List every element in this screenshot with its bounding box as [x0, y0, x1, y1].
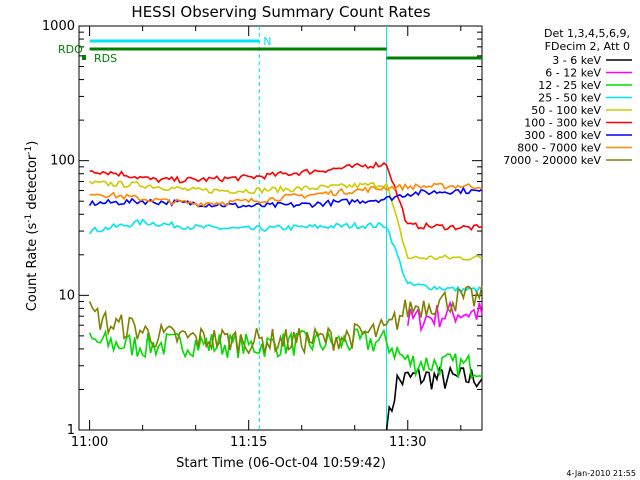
flag-marker [82, 55, 86, 60]
y-axis-label-main: Count Rate (s [25, 223, 40, 312]
series-line-8 [88, 285, 483, 356]
legend-entry-label: 7000 - 20000 keV [503, 154, 601, 167]
flag-label-n: N [263, 35, 271, 48]
y-tick-label: 1 [67, 423, 75, 438]
legend-entry-label: 25 - 50 keV [538, 92, 601, 105]
flag-label-rds: RDS [94, 52, 117, 65]
series-line-4 [89, 180, 483, 261]
legend-header: FDecim 2, Att 0 [545, 40, 630, 53]
series-line-3 [88, 218, 483, 294]
x-tick-label: 11:30 [389, 435, 426, 450]
x-axis-label: Start Time (06-Oct-04 10:59:42) [176, 456, 386, 471]
legend-entry-label: 3 - 6 keV [552, 54, 601, 67]
series-line-2 [88, 328, 483, 380]
y-axis-label-sup1: -1 [24, 214, 34, 223]
series-line-0 [385, 365, 483, 431]
y-axis-label: Count Rate (s-1 detector-1) [24, 141, 40, 312]
legend-entry-label: 12 - 25 keV [538, 79, 601, 92]
x-tick-label: 11:15 [230, 435, 267, 450]
y-axis-label-end: ) [25, 141, 40, 146]
legend-entry-label: 100 - 300 keV [524, 117, 601, 130]
y-axis-label-mid: detector [25, 154, 40, 214]
legend-entry-label: 6 - 12 keV [545, 67, 601, 80]
legend-entry-label: 50 - 100 keV [531, 104, 601, 117]
y-tick-label: 1000 [42, 19, 75, 34]
y-tick-label: 100 [50, 154, 75, 169]
legend: Det 1,3,4,5,6,9,FDecim 2, Att 03 - 6 keV… [503, 27, 632, 167]
series-line-6 [88, 186, 483, 209]
y-axis-label-sup2: -1 [24, 146, 34, 155]
plot-frame [78, 25, 483, 431]
footer-date: 4-Jan-2010 21:55 [566, 469, 636, 478]
series-line-1 [407, 300, 483, 333]
legend-header: Det 1,3,4,5,6,9, [544, 27, 630, 40]
y-tick-label: 10 [58, 288, 75, 303]
series-line-7 [89, 182, 483, 208]
chart-title: HESSI Observing Summary Count Rates [131, 3, 430, 21]
series-line-5 [89, 161, 483, 232]
x-tick-label: 11:00 [71, 435, 108, 450]
flag-label-rdo: RDO [58, 43, 83, 56]
legend-entry-label: 800 - 7000 keV [517, 142, 601, 155]
plot-area: 1 10 100 1000 11:00 11:15 11:30 N RDO RDS [42, 19, 483, 450]
legend-entry-label: 300 - 800 keV [524, 129, 601, 142]
